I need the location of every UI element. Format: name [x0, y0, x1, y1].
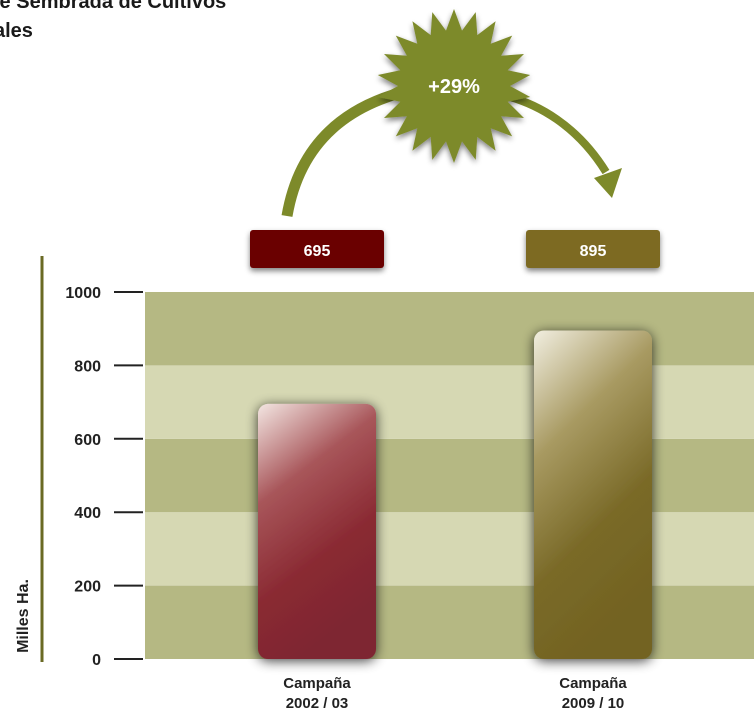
y-tick-label: 0	[92, 652, 101, 669]
y-tick-label: 400	[74, 505, 101, 522]
grid-band	[145, 365, 754, 439]
bars	[258, 330, 652, 659]
bar	[534, 330, 652, 659]
arrowhead-icon	[594, 168, 622, 198]
y-tick-label: 1000	[65, 285, 101, 302]
data-label: 695	[304, 243, 331, 260]
data-label: 895	[580, 243, 607, 260]
starburst-badge	[377, 9, 531, 163]
value-box-bg	[526, 230, 660, 268]
change-label: +29%	[428, 76, 480, 98]
bar	[258, 403, 376, 659]
grid-band	[145, 585, 754, 659]
y-tick-label: 800	[74, 358, 101, 375]
change-annotation: +29%	[281, 9, 622, 217]
value-box: 895	[526, 230, 660, 268]
chart-title-line-2: ales	[0, 20, 33, 42]
labels: 695 Campaña 2002 / 03 895 Campaña 2009 / 10	[250, 230, 660, 712]
y-axis-label: Milles Ha.	[15, 579, 32, 653]
value-box-bg	[250, 230, 384, 268]
value-box: 695	[250, 230, 384, 268]
x-tick-label: Campaña	[559, 675, 627, 692]
grid-band	[145, 292, 754, 366]
chart-title-line-1: le Sembrada de Cultivos	[0, 0, 227, 13]
x-tick-label: 2002 / 03	[286, 695, 349, 712]
background-bands	[145, 292, 754, 659]
grid-band	[145, 512, 754, 586]
x-tick-label: Campaña	[283, 675, 351, 692]
y-tick-label: 600	[74, 432, 101, 449]
y-tick-label: 200	[74, 579, 101, 596]
x-tick-label: 2009 / 10	[562, 695, 625, 712]
y-axis: 0 200 400 600 800 1000 Milles Ha.	[15, 256, 143, 669]
grid-band	[145, 438, 754, 513]
